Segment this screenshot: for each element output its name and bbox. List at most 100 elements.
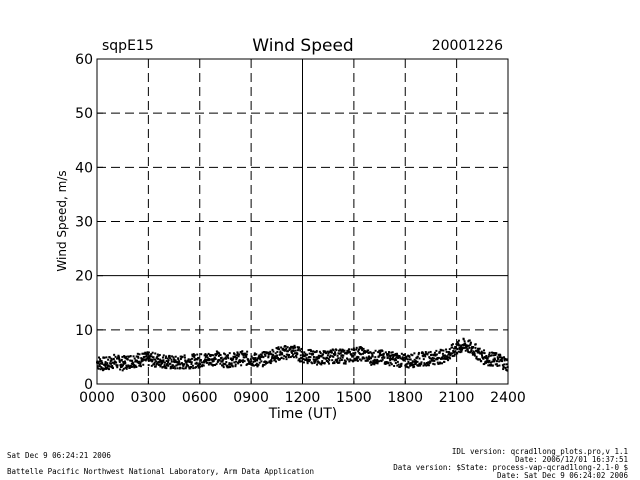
data-point [468,339,471,342]
data-point [328,356,331,359]
data-point [187,358,190,361]
data-point [219,362,222,365]
data-point [320,355,323,358]
data-point [227,357,230,360]
data-point [154,365,157,368]
x-tick-label: 0600 [182,390,218,406]
data-point [353,359,356,362]
data-point [249,358,252,361]
data-point [100,366,103,369]
data-point [124,362,127,365]
data-point [491,360,494,363]
data-point [243,356,246,359]
data-point [469,342,472,345]
data-point [120,358,123,361]
data-point [376,360,379,363]
data-point [505,369,508,372]
data-point [301,353,304,356]
data-point [370,363,373,366]
data-point [452,349,455,352]
data-point [430,353,433,356]
data-point [193,356,196,359]
data-point [444,357,447,360]
data-point [106,367,109,370]
data-point [249,362,252,365]
data-point [391,353,394,356]
data-point [372,361,375,364]
data-point [434,353,437,356]
data-point [292,350,295,353]
data-point [282,348,285,351]
data-point [436,358,439,361]
data-point [417,364,420,367]
data-point [118,359,121,362]
data-point [239,360,242,363]
data-point [389,361,392,364]
data-point [216,352,219,355]
data-point [151,351,154,354]
data-point [269,350,272,353]
data-point [472,346,475,349]
x-tick-label: 1800 [387,390,423,406]
data-point [104,361,107,364]
data-point [458,344,461,347]
data-point [332,362,335,365]
data-point [468,346,471,349]
data-point [189,367,192,370]
data-point [448,351,451,354]
data-point [387,353,390,356]
data-point [487,364,490,367]
data-point [160,359,163,362]
data-point [423,362,426,365]
data-point [457,350,460,353]
data-point [284,349,287,352]
data-point [403,353,406,356]
data-point [240,359,243,362]
data-point [496,356,499,359]
data-point [291,345,294,348]
data-point [134,364,137,367]
data-point [362,356,365,359]
data-point [477,349,480,352]
data-point [473,354,476,357]
data-point [258,357,261,360]
data-point [204,353,207,356]
data-point [243,360,246,363]
data-point [366,350,368,353]
data-point [285,358,288,361]
data-point [308,358,311,361]
data-point [503,359,506,362]
data-point [343,349,346,352]
data-point [352,360,355,363]
data-point [234,363,237,366]
data-point [483,352,486,355]
data-point [277,346,280,349]
data-point [173,358,176,361]
data-point [379,349,382,352]
data-point [212,358,215,361]
data-point [306,353,309,356]
y-tick-label: 0 [84,377,93,393]
data-point [231,358,234,361]
data-point [246,350,249,353]
data-point [387,361,390,364]
y-tick-label: 60 [75,52,93,68]
data-point [451,343,454,346]
data-point [137,356,140,359]
data-point [338,361,341,364]
organization-credit: Battelle Pacific Northwest National Labo… [7,467,315,476]
data-point [303,351,306,354]
data-point [370,361,373,364]
data-point [224,356,227,359]
data-point [473,352,476,355]
data-point [162,354,165,357]
y-tick-labels: 0 10 20 30 40 50 60 [75,52,93,393]
data-point [137,360,140,363]
data-point [184,367,187,370]
data-point [199,363,202,366]
data-point [205,360,208,363]
data-point [183,363,186,366]
data-point [343,359,346,362]
data-point [113,353,116,356]
data-point [432,353,435,356]
